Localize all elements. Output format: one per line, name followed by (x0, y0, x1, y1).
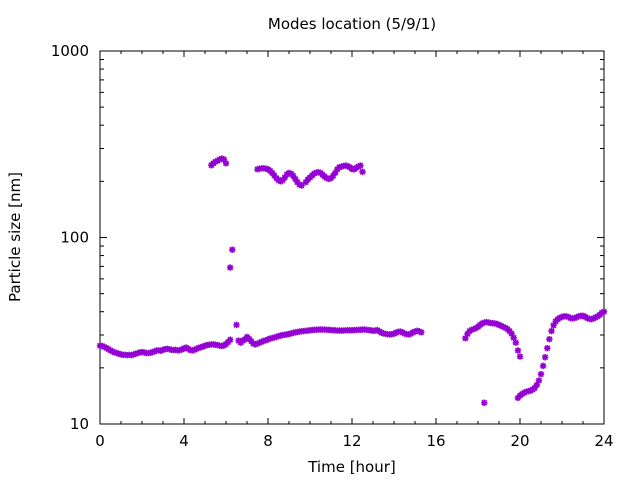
data-point (495, 321, 503, 329)
data-point (357, 162, 364, 169)
y-tick-label: 1000 (51, 42, 89, 60)
chart-title: Modes location (5/9/1) (268, 15, 436, 33)
x-axis-title: Time [hour] (307, 458, 396, 476)
data-point (216, 156, 223, 163)
axes: 0 4 8 12 16 20 24 10 100 1000 (51, 42, 614, 450)
plot-frame (99, 50, 605, 425)
data-point (279, 176, 286, 184)
data-point (302, 178, 309, 186)
data-point (462, 335, 469, 342)
data-point (405, 331, 412, 338)
data-point (550, 322, 557, 329)
data-point (264, 336, 272, 343)
data-point (544, 344, 551, 352)
data-point (250, 340, 257, 347)
x-tick-label: 16 (426, 432, 445, 450)
data-point (229, 246, 236, 253)
data-point (256, 339, 263, 346)
data-point (464, 330, 471, 338)
x-tick-label: 12 (342, 432, 361, 450)
data-point (290, 172, 297, 180)
data-point (332, 169, 339, 177)
data-point (579, 312, 587, 320)
data-point (508, 330, 515, 337)
data-point (539, 362, 547, 370)
data-point (542, 354, 549, 361)
data-point (193, 345, 200, 353)
data-point (101, 343, 108, 351)
data-point (479, 320, 486, 327)
data-point (298, 182, 305, 189)
data-point (573, 313, 580, 321)
data-point (512, 339, 519, 346)
data-point (481, 399, 488, 406)
x-tick-label: 8 (263, 432, 273, 450)
data-point (220, 156, 228, 163)
x-tick-label: 20 (510, 432, 529, 450)
data-point (600, 308, 608, 315)
data-point (292, 175, 299, 183)
data-point (180, 345, 188, 352)
data-point (199, 343, 207, 350)
y-tick-label: 10 (70, 415, 89, 433)
data-point (227, 264, 234, 271)
data-point (262, 337, 270, 344)
data-point (533, 381, 540, 389)
x-tick-label: 24 (594, 432, 613, 450)
x-tick-label: 0 (95, 432, 105, 450)
data-point (516, 353, 524, 360)
y-tick-label: 100 (60, 229, 89, 247)
data-point (178, 346, 186, 353)
data-point (418, 329, 425, 336)
data-point (296, 181, 303, 188)
data-point (531, 384, 538, 392)
data-points (96, 155, 608, 406)
data-point (535, 377, 543, 384)
data-point (584, 314, 591, 322)
data-point (254, 340, 261, 347)
data-point (191, 346, 198, 353)
data-point (514, 347, 522, 354)
data-point (493, 320, 501, 328)
data-point (546, 335, 553, 343)
data-point (212, 158, 219, 165)
y-axis-title: Particle size [nm] (6, 172, 24, 302)
data-point (281, 174, 288, 181)
data-point (537, 370, 545, 378)
data-point (510, 334, 517, 341)
data-point (548, 327, 555, 335)
data-point (98, 342, 106, 350)
data-point (273, 333, 280, 341)
data-point (329, 172, 337, 180)
x-tick-label: 4 (179, 432, 189, 450)
data-point (227, 336, 234, 343)
data-point (359, 168, 366, 176)
data-point (556, 314, 564, 322)
data-point (258, 338, 265, 345)
data-point (218, 155, 225, 162)
data-point (222, 160, 230, 167)
data-point (233, 321, 240, 329)
data-point (252, 341, 259, 348)
data-point (571, 314, 578, 322)
